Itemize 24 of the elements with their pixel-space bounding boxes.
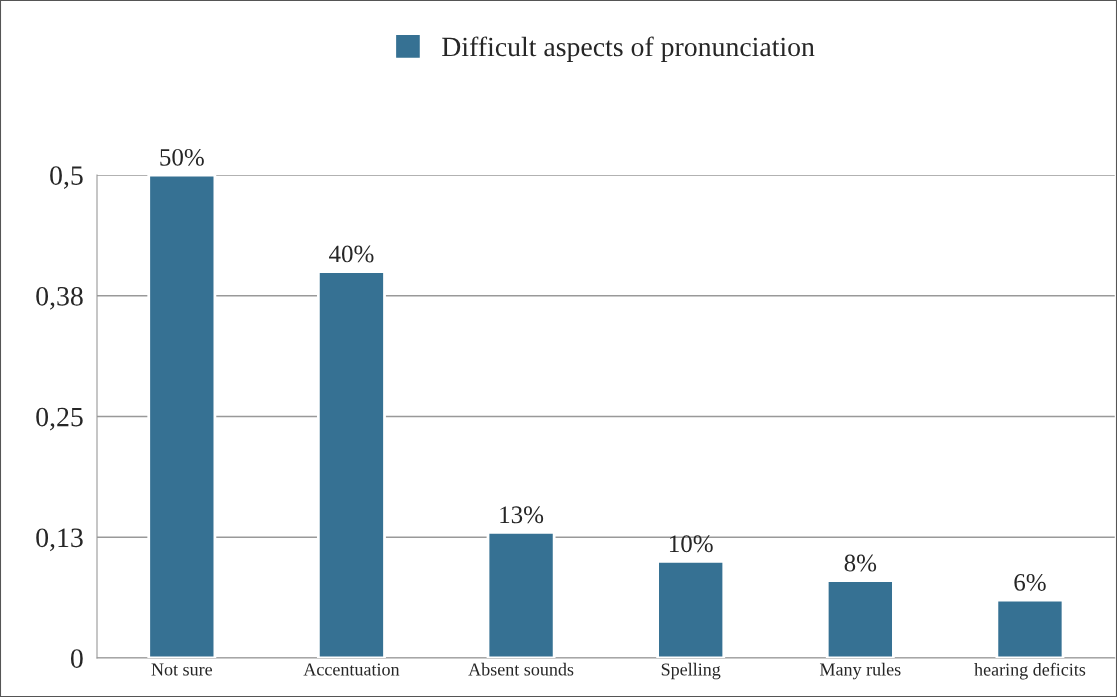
x-tick-label: Accentuation <box>303 663 400 676</box>
y-tick-label: 0,5 <box>50 166 83 189</box>
bar <box>825 579 895 658</box>
x-tick-label: Spelling <box>661 662 721 680</box>
x-tick-label: hearing deficits <box>974 662 1086 680</box>
y-tick-label: 0,13 <box>36 528 83 552</box>
x-tick-label: Not sure <box>151 663 213 676</box>
y-tick-label: 0 <box>70 649 83 668</box>
x-tick-label: Many rules <box>819 662 901 680</box>
bar <box>486 531 556 658</box>
bar <box>147 175 217 658</box>
data-label: 50% <box>160 148 204 166</box>
data-label: 13% <box>500 506 544 524</box>
legend-label: Difficult aspects of pronunciation <box>442 36 815 62</box>
data-label: 8% <box>844 554 877 572</box>
data-label: 6% <box>1014 573 1046 591</box>
bar <box>656 560 726 658</box>
x-tick-label: Absent sounds <box>468 662 574 676</box>
y-tick-label: 0,25 <box>36 407 83 431</box>
y-tick-label: 0,38 <box>36 286 83 310</box>
bar <box>995 598 1065 658</box>
bar <box>316 270 386 658</box>
data-label: 40% <box>329 245 374 263</box>
data-label: 10% <box>669 535 713 553</box>
